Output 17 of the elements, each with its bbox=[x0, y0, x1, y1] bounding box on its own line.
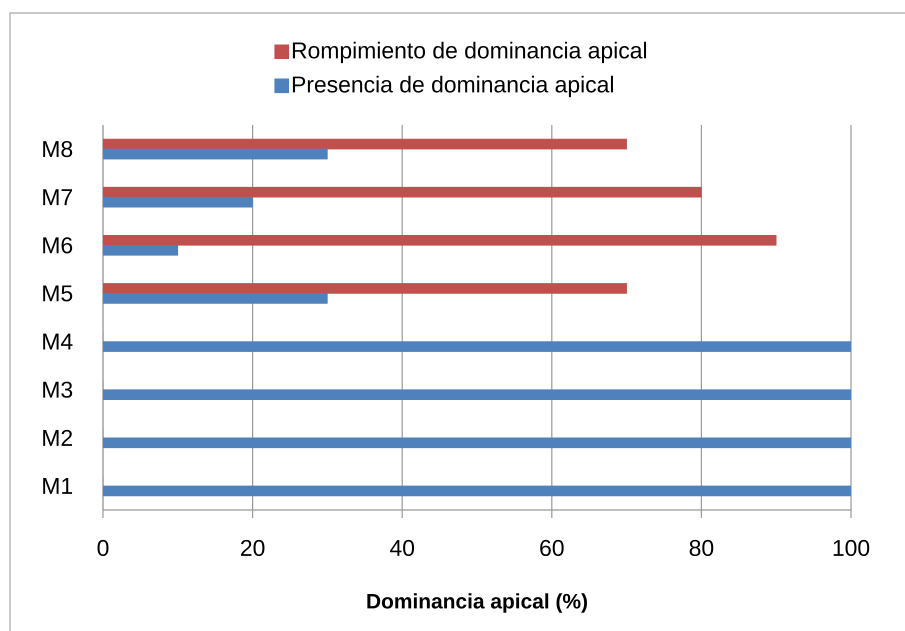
x-tick-label: 80 bbox=[690, 540, 714, 556]
y-tick-label: M5 bbox=[43, 285, 72, 302]
legend-label: Presencia de dominancia apical bbox=[292, 76, 613, 98]
x-tick-label: 40 bbox=[390, 540, 414, 556]
y-tick-label: M4 bbox=[43, 334, 72, 350]
x-tick-label: 0 bbox=[98, 540, 108, 556]
y-tick-label: M7 bbox=[43, 189, 72, 206]
legend-label: Rompimiento de dominancia apical bbox=[292, 42, 646, 64]
x-tick-label: 60 bbox=[540, 540, 564, 556]
x-tick-label: 20 bbox=[241, 540, 264, 556]
y-tick-label: M2 bbox=[43, 430, 72, 446]
y-tick-label: M6 bbox=[43, 237, 72, 254]
y-tick-label: M8 bbox=[43, 140, 72, 158]
y-tick-label: M1 bbox=[43, 478, 72, 494]
y-tick-label: M3 bbox=[43, 382, 72, 398]
x-tick-label: 100 bbox=[834, 540, 870, 556]
x-axis-title: Dominancia apical (%) bbox=[367, 593, 587, 613]
